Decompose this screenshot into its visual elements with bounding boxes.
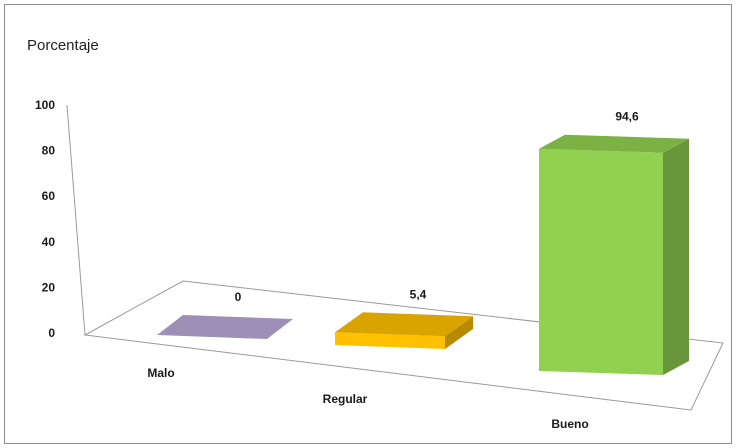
y-axis-ticks: 0 20 40 60 80 100 [35,98,55,340]
bar-regular [335,312,473,349]
y-tick-label: 0 [48,326,55,340]
bar-top [539,134,689,153]
bar-side [445,316,473,349]
data-labels: 0 5,4 94,6 [235,110,639,304]
y-tick-label: 20 [42,280,56,294]
bar-top [335,312,473,337]
chart-frame: Porcentaje 0 20 40 60 80 100 0 5,4 94,6 Malo Reg… [4,4,732,444]
data-label: 5,4 [410,287,427,301]
bar-top [157,315,293,339]
data-label: 0 [235,290,242,304]
y-axis-line [66,104,86,336]
category-label: Regular [323,392,368,406]
category-label: Bueno [551,417,588,431]
y-tick-label: 40 [42,235,56,249]
data-label: 94,6 [615,110,639,124]
y-tick-label: 100 [35,98,55,112]
bar-front [539,148,663,375]
bars [157,134,689,375]
bar-side [663,138,689,375]
y-tick-label: 60 [42,189,56,203]
bar-chart-3d: Porcentaje 0 20 40 60 80 100 0 5,4 94,6 Malo Reg… [27,37,724,431]
bar-front [335,332,445,349]
category-labels: Malo Regular Bueno [147,366,588,431]
y-axis-label: Porcentaje [27,37,99,54]
y-tick-label: 80 [42,144,56,158]
category-label: Malo [147,366,174,380]
bar-malo [157,315,293,339]
bar-bueno [539,134,689,375]
